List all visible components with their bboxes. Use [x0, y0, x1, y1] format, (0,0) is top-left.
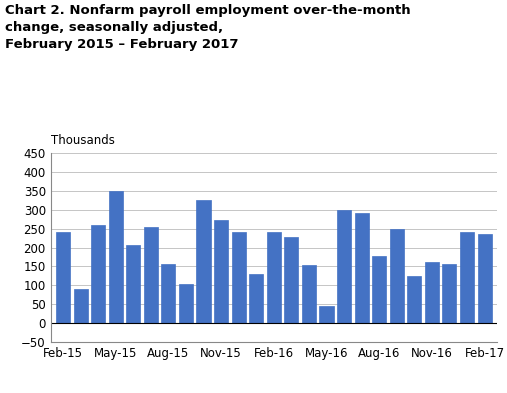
Bar	[267, 233, 281, 323]
Bar	[249, 274, 263, 323]
Bar	[319, 306, 334, 323]
Bar	[144, 227, 158, 323]
Bar	[460, 233, 474, 323]
Text: Chart 2. Nonfarm payroll employment over-the-month
change, seasonally adjusted,
: Chart 2. Nonfarm payroll employment over…	[5, 4, 411, 51]
Bar	[74, 289, 88, 323]
Bar	[478, 233, 492, 323]
Bar	[372, 256, 386, 323]
Bar	[179, 284, 193, 323]
Bar	[197, 200, 210, 323]
Bar	[302, 264, 316, 323]
Bar	[232, 233, 246, 323]
Bar	[91, 225, 105, 323]
Bar	[354, 213, 369, 323]
Bar	[337, 210, 351, 323]
Bar	[284, 237, 299, 323]
Bar	[390, 229, 404, 323]
Bar	[56, 233, 70, 323]
Bar	[407, 276, 421, 323]
Bar	[425, 262, 439, 323]
Bar	[126, 245, 140, 323]
Bar	[108, 191, 123, 323]
Bar	[214, 220, 228, 323]
Text: Thousands: Thousands	[51, 134, 115, 147]
Bar	[161, 264, 175, 323]
Bar	[443, 264, 456, 323]
